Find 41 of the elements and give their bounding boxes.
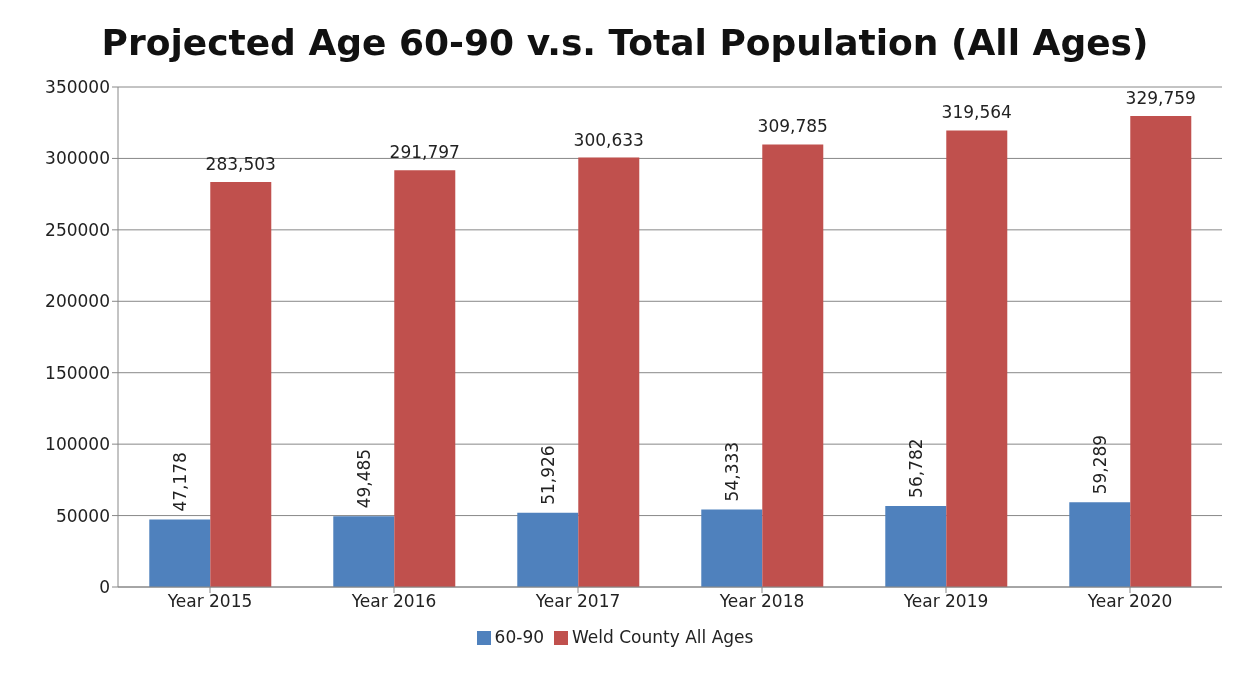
bar (394, 170, 456, 587)
x-tick-label: Year 2020 (1086, 591, 1173, 612)
y-tick-label: 200000 (45, 291, 110, 312)
data-label: 300,633 (573, 129, 644, 150)
bar (578, 157, 640, 587)
data-label: 49,485 (353, 448, 374, 509)
x-tick-label: Year 2016 (350, 591, 437, 612)
data-label: 54,333 (721, 441, 742, 502)
data-label: 56,782 (905, 438, 926, 498)
x-tick-label: Year 2017 (534, 591, 621, 612)
y-tick-label: 50000 (55, 505, 110, 526)
bar (210, 182, 272, 587)
y-tick-label: 150000 (45, 362, 110, 383)
bar (762, 144, 824, 587)
data-label: 47,178 (169, 452, 190, 512)
data-label: 283,503 (205, 154, 276, 174)
legend-label: 60-90 (494, 627, 545, 647)
y-tick-label: 100000 (45, 434, 110, 455)
x-tick-label: Year 2019 (902, 591, 989, 612)
y-tick-label: 350000 (45, 77, 110, 98)
data-label: 329,759 (1125, 87, 1196, 108)
legend-label: Weld County All Ages (572, 627, 754, 647)
bar (517, 512, 579, 587)
data-label: 309,785 (757, 116, 828, 137)
data-label: 291,797 (389, 142, 460, 163)
bar (149, 519, 211, 587)
x-tick-label: Year 2018 (718, 591, 805, 612)
chart-title: Projected Age 60-90 v.s. Total Population (All Ages) (100, 21, 1150, 65)
x-tick-label: Year 2015 (166, 591, 253, 612)
y-tick-label: 250000 (45, 219, 110, 240)
bar (1130, 115, 1192, 587)
y-tick-label: 300000 (45, 148, 110, 169)
data-label: 319,564 (941, 102, 1012, 123)
bar (1069, 502, 1131, 587)
bar (946, 130, 1008, 587)
bar (701, 509, 763, 587)
data-label: 59,289 (1089, 434, 1110, 495)
bar (885, 505, 947, 587)
bar (333, 516, 395, 587)
data-label: 51,926 (537, 445, 558, 505)
y-tick-label: 0 (99, 577, 110, 598)
